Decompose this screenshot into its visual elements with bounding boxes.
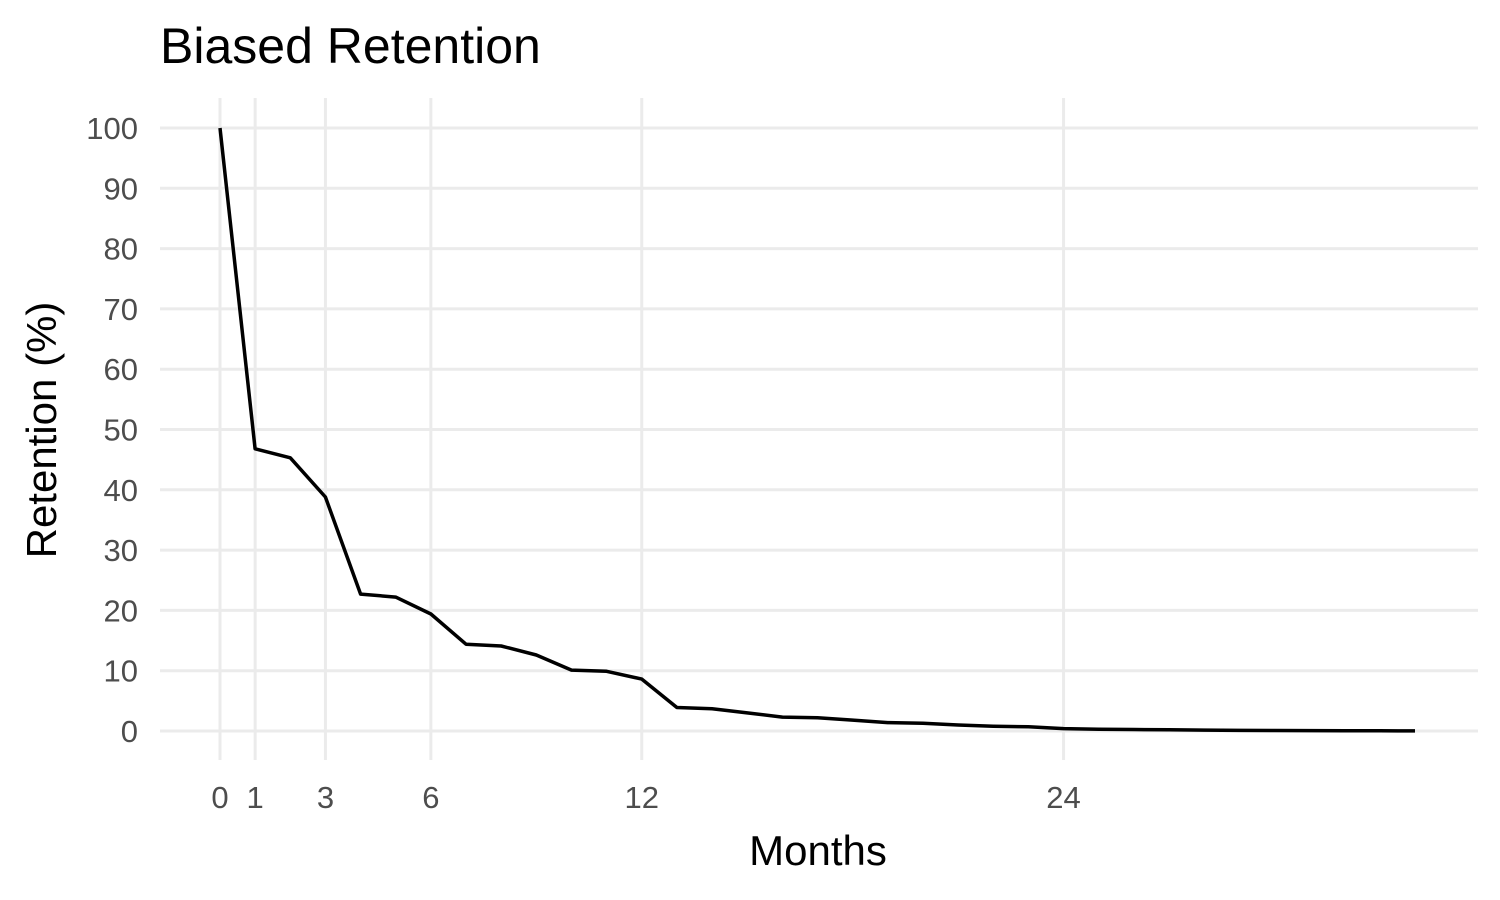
y-tick-label: 70 [104, 292, 138, 327]
x-tick-label: 3 [317, 780, 334, 815]
x-tick-label: 1 [247, 780, 264, 815]
y-tick-label: 30 [104, 533, 138, 568]
y-tick-label: 10 [104, 654, 138, 689]
x-tick-label: 6 [422, 780, 439, 815]
y-tick-label: 40 [104, 473, 138, 508]
x-axis-title: Months [749, 827, 887, 874]
x-axis-ticks: 0 1 3 6 12 24 [211, 780, 1080, 815]
y-tick-label: 0 [121, 714, 138, 749]
y-tick-label: 20 [104, 593, 138, 628]
grid [160, 98, 1478, 760]
chart-title: Biased Retention [160, 18, 541, 74]
y-axis-title: Retention (%) [18, 302, 65, 559]
y-tick-label: 60 [104, 352, 138, 387]
y-tick-label: 80 [104, 232, 138, 267]
retention-line [218, 127, 1416, 733]
y-tick-label: 100 [86, 111, 138, 146]
y-axis-ticks: 0 10 20 30 40 50 60 70 80 90 100 [86, 111, 138, 749]
y-tick-label: 90 [104, 171, 138, 206]
x-tick-label: 24 [1046, 780, 1080, 815]
x-tick-label: 12 [625, 780, 659, 815]
x-tick-label: 0 [211, 780, 228, 815]
y-tick-label: 50 [104, 413, 138, 448]
